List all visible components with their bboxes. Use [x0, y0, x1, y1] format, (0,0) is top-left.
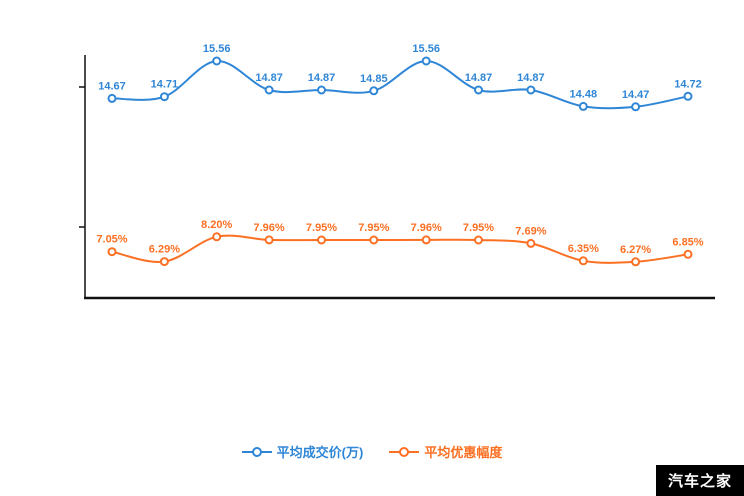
data-point[interactable] [578, 256, 588, 266]
data-label: 8.20% [201, 219, 232, 231]
data-point[interactable] [159, 92, 169, 102]
legend-item-avg-discount[interactable]: 平均优惠幅度 [389, 442, 502, 461]
data-point[interactable] [264, 235, 274, 245]
data-label: 7.96% [253, 222, 284, 234]
chart-legend: 平均成交价(万) 平均优惠幅度 [0, 442, 744, 461]
data-point[interactable] [317, 85, 326, 95]
data-point[interactable] [369, 86, 379, 96]
data-label: 15.56 [412, 43, 440, 55]
data-label: 7.96% [411, 222, 442, 234]
data-label: 7.95% [306, 222, 337, 234]
data-label: 15.56 [203, 43, 231, 55]
data-label: 7.69% [515, 225, 546, 237]
data-label: 14.72 [674, 78, 702, 90]
data-point[interactable] [631, 102, 641, 112]
data-label: 14.67 [98, 80, 126, 92]
data-point[interactable] [683, 249, 693, 259]
data-point[interactable] [264, 85, 274, 95]
data-point[interactable] [107, 247, 117, 257]
data-label: 14.87 [517, 72, 545, 84]
data-point[interactable] [317, 235, 326, 245]
data-label: 7.95% [358, 222, 389, 234]
legend-label-avg-discount: 平均优惠幅度 [424, 445, 503, 460]
data-point[interactable] [369, 235, 379, 245]
data-label: 14.87 [465, 72, 493, 84]
data-point[interactable] [578, 101, 588, 111]
data-point[interactable] [526, 238, 536, 248]
data-point[interactable] [421, 235, 431, 245]
data-label: 6.35% [568, 243, 599, 255]
data-point[interactable] [631, 257, 641, 267]
data-label: 6.27% [620, 244, 651, 256]
data-label: 14.48 [570, 88, 598, 100]
watermark: 汽车之家 [655, 465, 744, 496]
data-point[interactable] [526, 85, 536, 95]
legend-marker-line-icon [241, 446, 272, 457]
legend-marker-line-icon [389, 446, 420, 457]
data-label: 14.87 [255, 72, 283, 84]
data-label: 14.71 [151, 79, 179, 91]
data-label: 7.05% [96, 234, 127, 246]
legend-item-avg-price[interactable]: 平均成交价(万) [241, 442, 364, 461]
data-label: 6.29% [149, 244, 180, 256]
series-line-1 [111, 234, 689, 264]
data-point[interactable] [683, 91, 693, 101]
data-label: 7.95% [463, 222, 494, 234]
legend-label-avg-price: 平均成交价(万) [276, 445, 364, 460]
data-label: 6.85% [672, 236, 703, 248]
data-point[interactable] [107, 93, 117, 103]
data-label: 14.87 [308, 72, 336, 84]
data-point[interactable] [212, 56, 222, 66]
data-point[interactable] [474, 235, 483, 245]
data-label: 14.85 [360, 73, 388, 85]
data-point[interactable] [474, 85, 483, 95]
data-label: 14.47 [622, 89, 650, 101]
data-point[interactable] [159, 257, 169, 267]
data-point[interactable] [212, 232, 222, 242]
data-point[interactable] [421, 56, 431, 66]
series-line-0 [111, 59, 689, 110]
